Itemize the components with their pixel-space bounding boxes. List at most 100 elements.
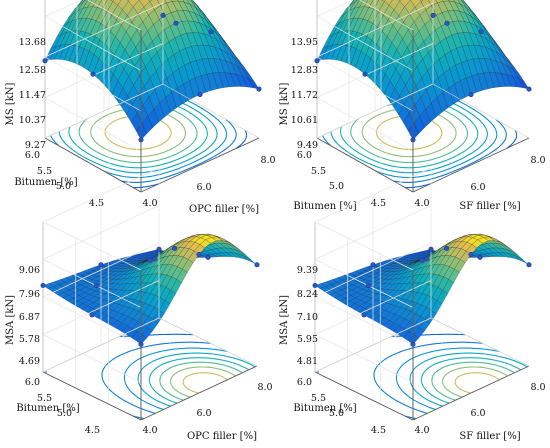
z-tick: 9.39 (297, 265, 318, 276)
design-points (312, 245, 532, 347)
grid-line (316, 56, 414, 112)
surface-patch (384, 0, 393, 6)
contour-line (393, 84, 507, 183)
x-axis-label: SF filler [%] (459, 431, 520, 442)
design-point (256, 86, 262, 92)
y-tick: 4.5 (89, 198, 104, 209)
z-axis-label: MSA [kN] (279, 295, 290, 345)
design-point (423, 256, 429, 262)
x-tick: 6.0 (470, 408, 485, 419)
design-point (365, 283, 371, 289)
design-point (254, 262, 260, 268)
grid-line (314, 371, 414, 421)
grid-line (314, 334, 414, 383)
y-tick: 6.0 (297, 377, 312, 388)
y-tick: 5.0 (329, 408, 344, 419)
axis-labels: MSA [kN] Bitumen [%] SF filler [%] 9.39 … (279, 265, 546, 442)
grid-line (316, 0, 354, 17)
z-tick: 5.78 (19, 334, 40, 345)
z-tick: 11.72 (291, 90, 318, 101)
contour-line (330, 92, 488, 174)
design-point (197, 92, 203, 98)
chart-panel-msa-opc: MSA [kN] Bitumen [%] OPC filler [%] 9.06… (5, 167, 273, 442)
design-points (314, 12, 532, 143)
design-point (138, 341, 144, 347)
design-point (89, 312, 95, 318)
grid-line (44, 16, 142, 71)
design-point (94, 283, 100, 289)
grid-line (316, 83, 434, 139)
chart-panel-msa-sf: MSA [kN] Bitumen [%] SF filler [%] 9.39 … (279, 167, 546, 442)
x-axis-label: OPC filler [%] (189, 204, 259, 215)
design-point (90, 71, 96, 77)
y-tick: 5.0 (56, 181, 71, 192)
design-point (362, 71, 368, 77)
chart-panel-ms-sf: MS [kN] Bitumen [%] SF filler [%] 13.95 … (279, 0, 546, 212)
contour-line (420, 357, 521, 404)
grid-line (44, 137, 142, 193)
z-axis-label: MS [kN] (5, 82, 16, 125)
design-point (370, 262, 376, 268)
design-point (98, 262, 104, 268)
x-tick: 8.0 (530, 382, 545, 393)
contour-line (121, 84, 237, 183)
grid-line (430, 317, 530, 367)
grid-line (432, 83, 530, 139)
contour-line (405, 129, 518, 189)
design-point (428, 246, 434, 252)
z-tick: 7.10 (297, 312, 318, 323)
grid-line (140, 137, 260, 193)
z-tick: 9.06 (19, 265, 40, 276)
surface-patch (80, 0, 83, 3)
z-tick: 12.58 (19, 65, 46, 76)
surface-patch (518, 256, 530, 265)
grid-line (42, 221, 142, 271)
design-point (208, 29, 214, 35)
axes-frame (42, 167, 258, 421)
z-tick: 13.68 (19, 37, 46, 48)
y-tick: 5.5 (37, 166, 52, 177)
contour-line (148, 357, 249, 404)
grid-line (316, 137, 414, 193)
surface-patch (355, 0, 359, 2)
contour-line (442, 366, 508, 398)
grid-line (314, 259, 414, 308)
z-tick: 13.95 (291, 37, 318, 48)
y-tick: 5.0 (329, 181, 344, 192)
z-tick: 6.87 (19, 312, 40, 323)
z-axis-label: MSA [kN] (5, 295, 16, 345)
contour-line (58, 92, 218, 174)
design-point (312, 282, 318, 288)
x-tick: 4.0 (414, 425, 429, 436)
z-tick: 11.47 (19, 90, 46, 101)
design-point (205, 254, 211, 260)
design-point (443, 245, 449, 251)
contour-line (119, 333, 194, 420)
design-point (478, 29, 484, 35)
y-tick: 5.5 (311, 393, 326, 404)
design-point (196, 252, 202, 258)
chart-panel-ms-opc: MS [kN] Bitumen [%] OPC filler [%] 13.68… (5, 0, 276, 215)
design-point (410, 341, 416, 347)
contour-line (395, 347, 500, 411)
x-tick: 8.0 (257, 382, 272, 393)
surface-patch (398, 0, 401, 2)
design-point (419, 257, 425, 263)
design-point (430, 12, 436, 18)
design-point (526, 86, 532, 92)
response-surface (44, 0, 260, 141)
grid-line (42, 334, 142, 383)
design-point (468, 92, 474, 98)
grid-line (42, 317, 160, 373)
z-tick: 7.96 (19, 289, 40, 300)
surface-patch (351, 0, 355, 3)
floor-contours (45, 333, 256, 420)
grid-line (44, 56, 142, 112)
design-point (156, 246, 162, 252)
surface-patch (83, 0, 87, 2)
z-axis-label: MS [kN] (279, 82, 290, 125)
surface-patch (127, 0, 130, 2)
y-axis-label: Bitumen [%] (14, 177, 77, 188)
y-tick: 4.5 (371, 425, 386, 436)
grid-line (314, 221, 414, 271)
